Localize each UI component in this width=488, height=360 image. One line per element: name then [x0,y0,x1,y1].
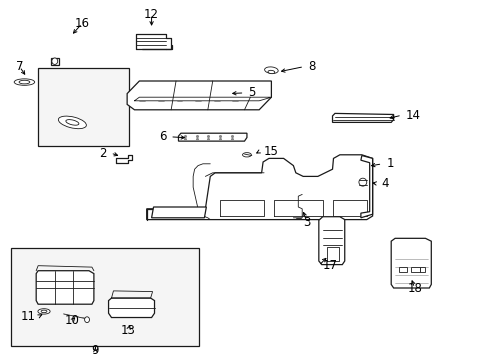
Bar [11,248,199,346]
Polygon shape [146,155,372,220]
Text: 10: 10 [65,314,80,327]
Polygon shape [178,133,246,141]
Polygon shape [390,238,430,288]
Bar [398,267,407,272]
Text: 12: 12 [144,8,159,21]
Polygon shape [51,58,59,65]
Ellipse shape [66,120,79,125]
Polygon shape [360,156,372,218]
Text: 18: 18 [407,282,421,294]
Bar [38,68,128,146]
Bar [419,267,425,272]
Ellipse shape [358,178,366,186]
Polygon shape [108,298,154,318]
Polygon shape [332,113,393,122]
Polygon shape [127,81,271,110]
Ellipse shape [58,116,86,129]
Ellipse shape [41,310,47,312]
Ellipse shape [264,67,278,73]
Polygon shape [318,217,344,265]
Text: 16: 16 [75,17,89,30]
Text: 3: 3 [303,216,310,229]
Text: 17: 17 [322,259,337,272]
Text: 1: 1 [386,157,393,170]
Ellipse shape [14,79,35,85]
Ellipse shape [242,153,251,157]
Text: 5: 5 [248,86,255,99]
Text: 11: 11 [20,310,35,323]
Text: 7: 7 [16,60,23,73]
Text: 9: 9 [91,345,99,357]
Ellipse shape [84,317,89,323]
Ellipse shape [38,309,50,314]
Text: 6: 6 [159,130,166,143]
Text: 2: 2 [99,147,106,159]
Polygon shape [36,271,94,304]
Ellipse shape [52,58,58,64]
Ellipse shape [267,70,274,74]
Text: 8: 8 [307,60,315,73]
Polygon shape [151,207,206,218]
Bar [410,267,419,272]
Text: 15: 15 [264,145,278,158]
Text: 4: 4 [381,177,388,190]
Ellipse shape [19,80,30,84]
Text: 13: 13 [121,324,135,337]
Text: 14: 14 [405,109,420,122]
